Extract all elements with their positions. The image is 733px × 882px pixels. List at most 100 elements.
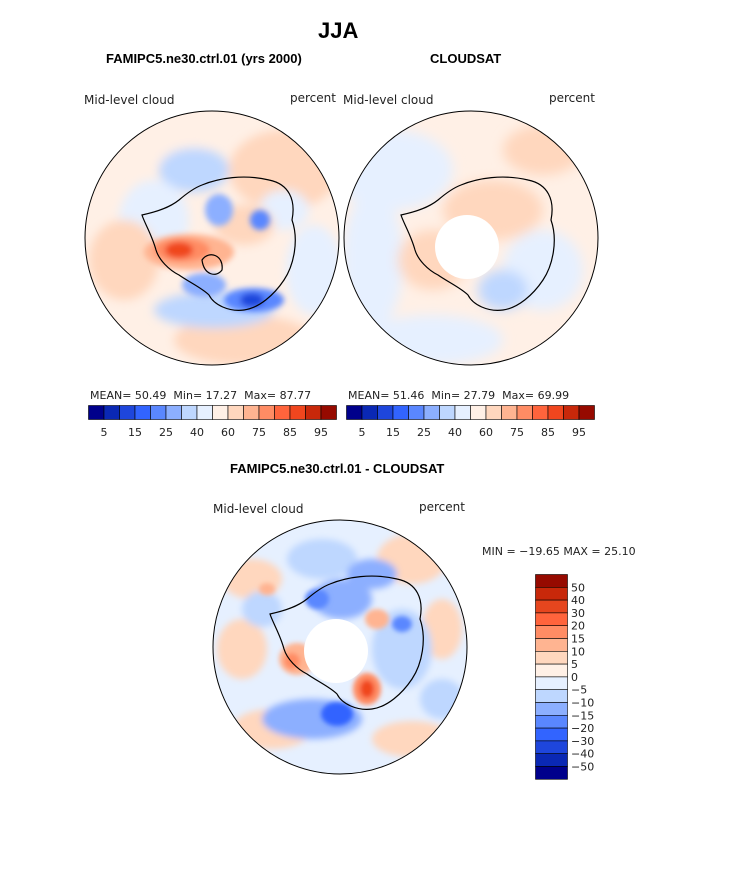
panel1-colorbar-swatch bbox=[165, 405, 182, 420]
panel1-map bbox=[84, 110, 340, 366]
panel2-colorbar-swatch bbox=[563, 405, 580, 420]
panel1-colorbar-swatch bbox=[134, 405, 151, 420]
panel3-colorbar-swatch bbox=[535, 612, 568, 627]
panel2-colorbar-tick-label: 15 bbox=[386, 426, 400, 439]
panel2-colorbar-swatch bbox=[470, 405, 487, 420]
panel1-max-value: 87.77 bbox=[279, 389, 312, 402]
panel1-title: FAMIPC5.ne30.ctrl.01 (yrs 2000) bbox=[106, 51, 302, 66]
panel2-title: CLOUDSAT bbox=[430, 51, 502, 66]
panel3-map bbox=[212, 519, 468, 775]
panel2-colorbar-swatch bbox=[361, 405, 378, 420]
panel2-colorbar-swatch bbox=[439, 405, 456, 420]
panel3-colorbar-swatch bbox=[535, 740, 568, 754]
panel2-max-label: Max= bbox=[502, 389, 535, 402]
panel1-colorbar-swatch bbox=[150, 405, 167, 420]
panel1-colorbar-swatch bbox=[243, 405, 260, 420]
panel2-colorbar: 5 15 25 40 60 75 85 95 bbox=[346, 405, 595, 439]
panel1-colorbar-swatch bbox=[196, 405, 213, 420]
panel1-colorbar-swatch bbox=[88, 405, 105, 420]
panel3-units-label: percent bbox=[419, 500, 465, 514]
panel3-colorbar-swatch bbox=[535, 625, 568, 639]
panel2-colorbar-swatch bbox=[377, 405, 394, 420]
panel2-mean-value: 51.46 bbox=[392, 389, 425, 402]
panel3-colorbar-swatch bbox=[535, 766, 568, 780]
panel1-colorbar: 5 15 25 40 60 75 85 95 bbox=[88, 405, 337, 439]
panel1-colorbar-swatch bbox=[320, 405, 337, 420]
panel3-colorbar-tick-label: 30 bbox=[571, 607, 585, 620]
panel1-colorbar-tick-label: 75 bbox=[252, 426, 266, 439]
panel3-colorbar-swatch bbox=[535, 638, 568, 652]
panel3-colorbar-swatch bbox=[535, 702, 568, 716]
panel2-colorbar-tick-label: 5 bbox=[359, 426, 366, 439]
panel1-colorbar-swatch bbox=[181, 405, 198, 420]
panel1-max-label: Max= bbox=[244, 389, 277, 402]
panel3-colorbar-swatch bbox=[535, 753, 568, 767]
panel3-colorbar-tick-label: −20 bbox=[571, 722, 594, 735]
panel3-colorbar-swatch bbox=[535, 574, 568, 588]
panel3-variable-label: Mid-level cloud bbox=[213, 502, 304, 516]
panel2-colorbar-tick-label: 40 bbox=[448, 426, 462, 439]
panel2-colorbar-swatch bbox=[547, 405, 564, 420]
panel3-colorbar-swatch bbox=[535, 663, 568, 678]
panel1-min-label: Min= bbox=[173, 389, 203, 402]
panel1-colorbar-tick-label: 5 bbox=[101, 426, 108, 439]
panel2-min-value: 27.79 bbox=[463, 389, 496, 402]
panel2-colorbar-swatch bbox=[454, 405, 471, 420]
panel3-colorbar-tick-label: 40 bbox=[571, 594, 585, 607]
figure-title: JJA bbox=[318, 18, 359, 43]
panel3-colorbar-tick-label: −30 bbox=[571, 735, 594, 748]
panel1-colorbar-swatch bbox=[103, 405, 120, 420]
panel1-colorbar-tick-label: 85 bbox=[283, 426, 297, 439]
panel3-colorbar-tick-label: −5 bbox=[571, 684, 587, 697]
panel3-colorbar-tick-label: 50 bbox=[571, 581, 585, 594]
panel1-min-value: 17.27 bbox=[205, 389, 238, 402]
panel3-colorbar-tick-label: 0 bbox=[571, 671, 578, 684]
panel1-colorbar-swatch bbox=[227, 405, 244, 420]
panel3-colorbar-tick-label: −50 bbox=[571, 761, 594, 774]
panel3-colorbar-swatch bbox=[535, 676, 568, 691]
panel2-colorbar-tick-label: 25 bbox=[417, 426, 431, 439]
panel1-colorbar-swatch bbox=[212, 405, 229, 420]
panel1-mean-label: MEAN= bbox=[90, 389, 132, 402]
panel2-colorbar-swatch bbox=[485, 405, 502, 420]
panel3-colorbar-swatch bbox=[535, 715, 568, 729]
panel2-units-label: percent bbox=[549, 91, 595, 105]
panel3-colorbar-swatch bbox=[535, 689, 568, 703]
panel1-colorbar-swatch bbox=[119, 405, 136, 420]
panel2-colorbar-tick-label: 85 bbox=[541, 426, 555, 439]
panel2-colorbar-swatch bbox=[423, 405, 440, 420]
panel1-units-label: percent bbox=[290, 91, 336, 105]
panel2-colorbar-tick-label: 75 bbox=[510, 426, 524, 439]
panel2-colorbar-swatch bbox=[516, 405, 533, 420]
panel3-colorbar-tick-label: −40 bbox=[571, 748, 594, 761]
panel2-colorbar-swatch bbox=[346, 405, 363, 420]
panel3-colorbar-tick-label: 20 bbox=[571, 620, 585, 633]
panel3-colorbar-tick-label: 15 bbox=[571, 633, 585, 646]
panel1-colorbar-tick-label: 15 bbox=[128, 426, 142, 439]
panel1-colorbar-swatch bbox=[258, 405, 275, 420]
panel3-colorbar-swatch bbox=[535, 587, 568, 601]
panel2-map bbox=[343, 110, 599, 366]
panel3-colorbar-tick-label: 5 bbox=[571, 658, 578, 671]
panel1-colorbar-swatch bbox=[305, 405, 322, 420]
panel3-colorbar-swatch bbox=[535, 727, 568, 742]
panel2-colorbar-tick-label: 95 bbox=[572, 426, 586, 439]
panel3-colorbar-tick-label: −15 bbox=[571, 709, 594, 722]
panel2-colorbar-swatch bbox=[392, 405, 409, 420]
panel1-colorbar-tick-label: 60 bbox=[221, 426, 235, 439]
panel1-mean-value: 50.49 bbox=[134, 389, 167, 402]
panel1-colorbar-tick-label: 40 bbox=[190, 426, 204, 439]
panel2-mean-label: MEAN= bbox=[348, 389, 390, 402]
panel1-colorbar-tick-label: 25 bbox=[159, 426, 173, 439]
panel2-stats: MEAN= 51.46 Min= 27.79 Max= 69.99 bbox=[348, 389, 569, 402]
panel2-colorbar-tick-label: 60 bbox=[479, 426, 493, 439]
panel1-colorbar-swatch bbox=[289, 405, 306, 420]
panel3-colorbar-tick-label: −10 bbox=[571, 697, 594, 710]
panel1-colorbar-swatch bbox=[274, 405, 291, 420]
panel2-variable-label: Mid-level cloud bbox=[343, 93, 434, 107]
panel2-colorbar-swatch bbox=[501, 405, 518, 420]
panel2-max-value: 69.99 bbox=[537, 389, 570, 402]
panel1-variable-label: Mid-level cloud bbox=[84, 93, 175, 107]
panel3-colorbar-swatch bbox=[535, 599, 568, 614]
